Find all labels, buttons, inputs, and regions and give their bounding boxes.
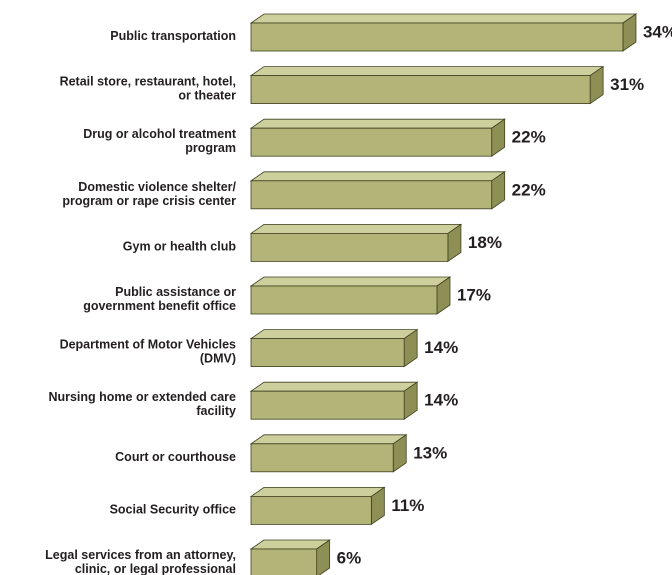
bar-top-face — [249, 329, 419, 340]
category-label-line: Legal services from an attorney, — [45, 548, 236, 562]
category-label-line: government benefit office — [83, 299, 236, 313]
category-label: Retail store, restaurant, hotel, or theat… — [60, 75, 237, 103]
value-label: 11% — [391, 496, 424, 515]
value-label: 6% — [337, 548, 362, 567]
category-label: Public transportation — [110, 29, 236, 43]
bar — [250, 338, 405, 368]
category-label-line: Court or courthouse — [115, 450, 236, 464]
bar — [250, 495, 372, 525]
category-label-line: Domestic violence shelter/ — [78, 180, 236, 194]
value-label: 17% — [457, 285, 491, 304]
category-label: Domestic violence shelter/program or rap… — [62, 180, 236, 208]
category-label-line: Department of Motor Vehicles — [60, 338, 236, 352]
category-label-line: (DMV) — [200, 352, 236, 366]
category-label: Drug or alcohol treatment program — [83, 127, 237, 155]
category-label: Public assistance or government benefit o… — [83, 285, 236, 313]
bar — [250, 443, 394, 473]
category-label: Court or courthouse — [115, 450, 236, 464]
value-label: 31% — [610, 75, 644, 94]
category-label-line: clinic, or legal professional — [75, 562, 236, 575]
category-label: Social Security office — [110, 503, 236, 517]
value-label: 34% — [643, 22, 672, 41]
category-label-line: Nursing home or extended care — [48, 390, 236, 404]
category-label-line: Retail store, restaurant, hotel, — [60, 75, 236, 89]
value-label: 22% — [512, 180, 546, 199]
bar — [250, 180, 493, 210]
category-label-line: facility — [196, 404, 236, 418]
bar-top-face — [249, 66, 605, 76]
bar — [250, 390, 405, 420]
bar-top-face — [249, 13, 638, 24]
category-label: Gym or health club — [123, 240, 237, 254]
bar — [250, 127, 493, 157]
bar-top-face — [249, 223, 463, 234]
category-label-line: program — [185, 141, 236, 155]
value-label: 14% — [424, 338, 458, 357]
bar — [250, 22, 624, 52]
bar-top-face — [249, 118, 506, 129]
category-label-line: program or rape crisis center — [62, 194, 236, 208]
category-label-line: Public transportation — [110, 29, 236, 43]
bar-top-face — [249, 539, 331, 550]
value-label: 22% — [512, 128, 546, 147]
bar — [250, 548, 318, 575]
value-label: 13% — [413, 443, 447, 462]
category-label: Legal services from an attorney, clinic, … — [45, 548, 236, 575]
bar-top-face — [249, 486, 386, 497]
category-label-line: Social Security office — [110, 503, 236, 517]
bar — [250, 75, 591, 104]
value-label: 18% — [468, 233, 502, 252]
category-label: Department of Motor Vehicles (DMV) — [60, 338, 236, 366]
value-label: 14% — [424, 391, 458, 410]
category-label-line: Drug or alcohol treatment — [83, 127, 237, 141]
category-label-line: or theater — [178, 89, 236, 103]
bar — [250, 232, 449, 262]
bar-top-face — [249, 381, 419, 392]
category-label-line: Gym or health club — [123, 240, 237, 254]
bar-top-face — [249, 434, 408, 445]
bar — [250, 285, 438, 315]
bar-top-face — [249, 276, 452, 287]
category-label-line: Public assistance or — [115, 285, 236, 299]
bar-top-face — [249, 171, 506, 182]
category-label: Nursing home or extended care facility — [48, 390, 236, 418]
